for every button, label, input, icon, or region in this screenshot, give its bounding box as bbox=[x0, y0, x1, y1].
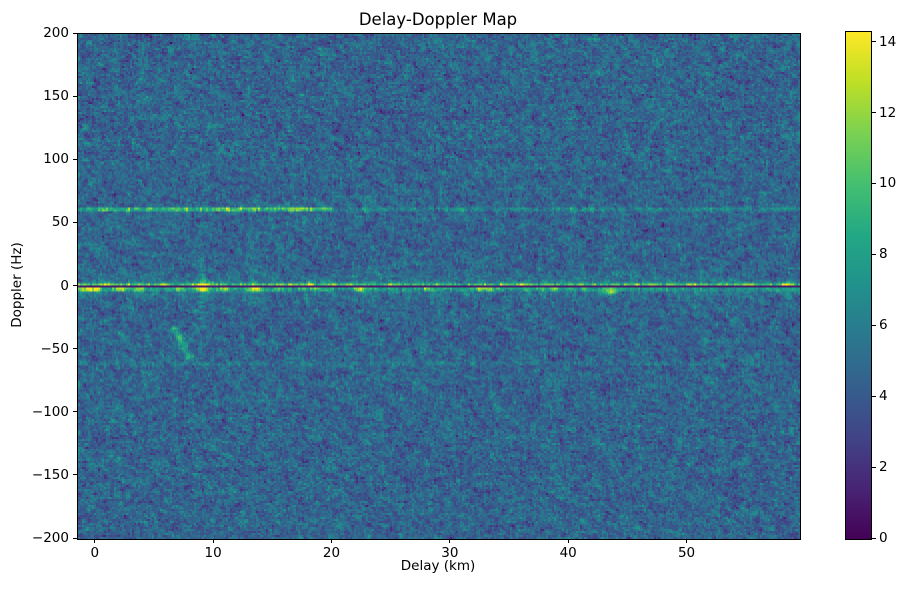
y-tick-mark bbox=[73, 95, 77, 97]
colorbar-tick-label: 4 bbox=[879, 388, 888, 405]
x-tick-label: 20 bbox=[322, 545, 341, 561]
colorbar-tick-label: 10 bbox=[879, 175, 897, 192]
y-tick-mark bbox=[73, 221, 77, 223]
y-tick-mark bbox=[73, 411, 77, 413]
x-tick-mark bbox=[686, 539, 688, 543]
colorbar-tick-label: 14 bbox=[879, 33, 897, 50]
y-tick-mark bbox=[73, 348, 77, 350]
x-tick-mark bbox=[212, 539, 214, 543]
x-tick-mark bbox=[94, 539, 96, 543]
y-tick-mark bbox=[73, 158, 77, 160]
x-tick-label: 40 bbox=[559, 545, 577, 561]
heatmap-plot-area bbox=[77, 33, 801, 540]
y-tick-label: −50 bbox=[40, 340, 70, 357]
colorbar-tick-label: 2 bbox=[879, 459, 888, 476]
y-tick-mark bbox=[73, 537, 77, 539]
x-tick-mark bbox=[330, 539, 332, 543]
x-tick-label: 0 bbox=[90, 545, 100, 561]
colorbar-tick-mark bbox=[872, 537, 876, 539]
x-tick-label: 10 bbox=[204, 545, 222, 561]
x-tick-label: 30 bbox=[441, 545, 459, 561]
colorbar-gradient bbox=[846, 32, 871, 539]
colorbar-tick-mark bbox=[872, 395, 876, 397]
y-tick-label: 0 bbox=[60, 277, 69, 294]
colorbar-tick-label: 0 bbox=[879, 530, 888, 546]
colorbar-tick-mark bbox=[872, 466, 876, 468]
y-tick-label: −100 bbox=[31, 403, 69, 420]
colorbar-tick-mark bbox=[872, 253, 876, 255]
colorbar bbox=[845, 31, 872, 540]
y-axis-label: Doppler (Hz) bbox=[9, 242, 25, 328]
y-tick-mark bbox=[73, 285, 77, 286]
y-tick-label: −200 bbox=[31, 530, 69, 546]
colorbar-tick-label: 12 bbox=[879, 104, 897, 121]
colorbar-tick-mark bbox=[872, 112, 876, 114]
colorbar-tick-label: 8 bbox=[879, 246, 888, 263]
y-tick-label: 50 bbox=[51, 214, 69, 231]
delay-doppler-heatmap bbox=[78, 34, 800, 539]
y-tick-label: −150 bbox=[31, 466, 69, 483]
y-tick-label: 200 bbox=[43, 25, 69, 41]
colorbar-tick-mark bbox=[872, 182, 876, 184]
x-tick-mark bbox=[449, 539, 451, 543]
colorbar-tick-label: 6 bbox=[879, 317, 888, 334]
x-tick-mark bbox=[567, 539, 569, 543]
y-tick-label: 150 bbox=[43, 88, 69, 105]
chart-title: Delay-Doppler Map bbox=[358, 10, 518, 29]
colorbar-tick-mark bbox=[872, 324, 876, 326]
x-tick-label: 50 bbox=[677, 545, 696, 561]
colorbar-tick-mark bbox=[872, 41, 876, 43]
y-tick-mark bbox=[73, 32, 77, 34]
x-axis-label: Delay (km) bbox=[400, 558, 476, 574]
y-tick-label: 100 bbox=[43, 151, 69, 168]
y-tick-mark bbox=[73, 474, 77, 476]
